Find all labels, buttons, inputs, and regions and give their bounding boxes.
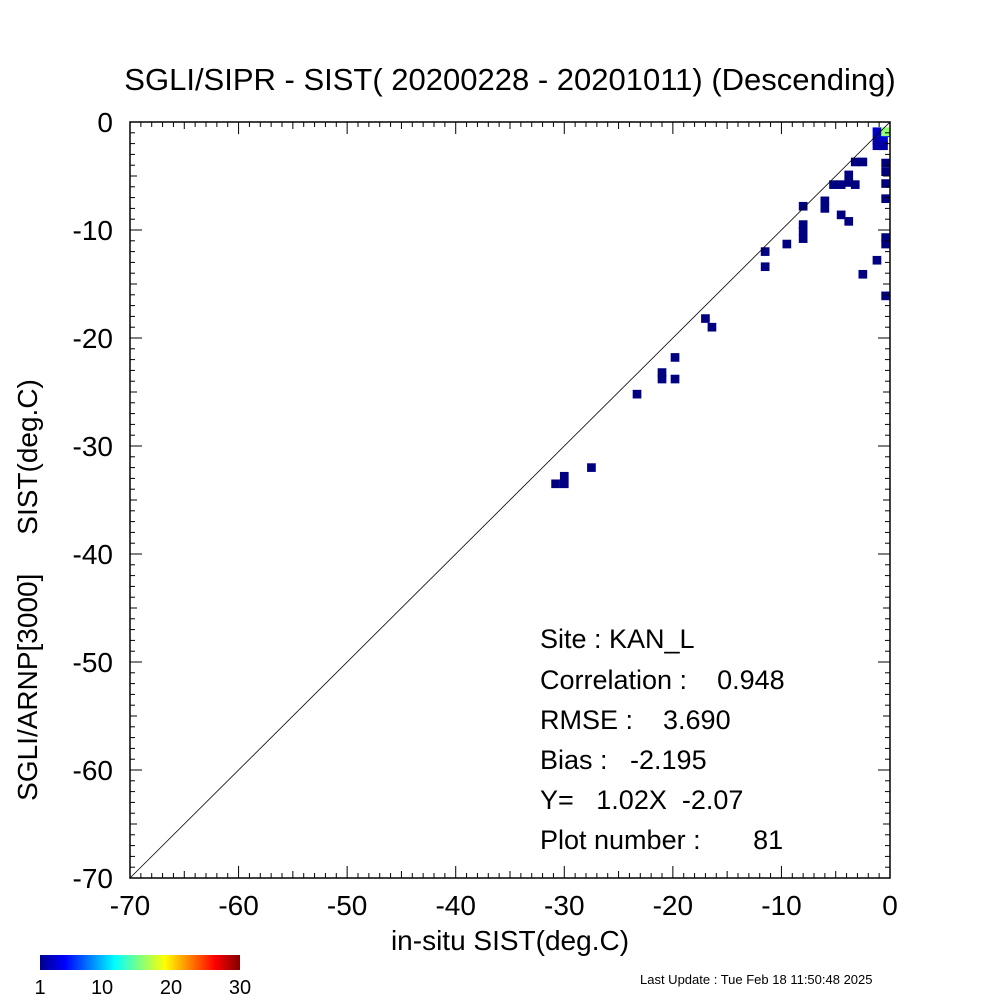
x-tick-label: -20 [653, 890, 693, 921]
heatmap-cell [881, 194, 890, 203]
y-tick-label: -70 [73, 863, 113, 894]
heatmap-cell [858, 269, 868, 279]
heatmap-cell [881, 179, 890, 188]
heatmap-cell [632, 389, 642, 399]
one-to-one-line [129, 121, 891, 879]
heatmap-cell [701, 314, 710, 323]
heatmap-cell [820, 204, 830, 213]
chart-title: SGLI/SIPR - SIST( 20200228 - 20201011) (… [124, 62, 895, 97]
heatmap-cell [836, 180, 846, 189]
heatmap-cell [881, 158, 890, 168]
y-tick-label: -30 [73, 431, 113, 462]
heatmap-cell [879, 136, 888, 145]
x-tick-label: -70 [110, 890, 150, 921]
colorbar-labels: 1 10 20 30 [34, 977, 251, 999]
x-tick-label: -40 [435, 890, 475, 921]
colorbar [40, 955, 240, 970]
heatmap-cell [559, 479, 569, 489]
y-axis-label: SGLI/ARNP[3000] SIST(deg.C) [12, 379, 43, 801]
stats-box: Site : KAN_L Correlation : 0.948 RMSE : … [540, 624, 785, 855]
heatmap-cell [872, 127, 882, 137]
x-tick-labels: -70 -60 -50 -40 -30 -20 -10 0 [110, 890, 898, 921]
heatmap-cell [782, 239, 792, 249]
heatmap-cell [872, 255, 882, 265]
heatmap-cell [587, 463, 596, 472]
heatmap-cell [657, 374, 667, 384]
heatmap-cell [881, 291, 890, 301]
stats-site: Site : KAN_L [540, 624, 695, 654]
heatmap-cell [829, 180, 838, 189]
heatmap-cell [798, 220, 808, 229]
heatmap-cell [798, 234, 808, 243]
heatmap-cell [798, 201, 808, 211]
colorbar-tick-label: 20 [160, 977, 182, 999]
x-tick-label: 0 [882, 890, 898, 921]
y-tick-labels: 0 -10 -20 -30 -40 -50 -60 -70 [73, 107, 113, 894]
stats-rmse: RMSE : 3.690 [540, 705, 731, 735]
heatmap-cell [670, 353, 680, 362]
heatmap-cell [881, 239, 890, 249]
heatmap-cell [844, 170, 854, 180]
stats-correlation: Correlation : 0.948 [540, 665, 785, 695]
heatmap-cell [879, 141, 888, 151]
heatmap-cells [551, 127, 890, 489]
heatmap-cell [850, 180, 860, 189]
y-tick-label: -50 [73, 647, 113, 678]
colorbar-tick-label: 1 [34, 977, 45, 999]
y-tick-label: -40 [73, 539, 113, 570]
stats-plot-number: Plot number : 81 [540, 825, 783, 855]
heatmap-cell [844, 178, 854, 187]
heatmap-cell [836, 210, 846, 220]
x-tick-label: -50 [327, 890, 367, 921]
stats-bias: Bias : -2.195 [540, 745, 707, 775]
x-tick-label: -10 [761, 890, 801, 921]
heatmap-cell [707, 322, 717, 332]
x-axis-label: in-situ SIST(deg.C) [391, 925, 629, 956]
heatmap-cell [858, 157, 868, 167]
axis-ticks [129, 121, 891, 879]
heatmap-cell [657, 368, 667, 377]
y-tick-label: 0 [97, 107, 113, 138]
y-tick-label: -60 [73, 755, 113, 786]
colorbar-tick-label: 10 [91, 977, 113, 999]
heatmap-cell [670, 374, 680, 384]
stats-regression: Y= 1.02X -2.07 [540, 785, 743, 815]
x-tick-label: -30 [544, 890, 584, 921]
heatmap-cell [798, 226, 808, 236]
last-update-text: Last Update : Tue Feb 18 11:50:48 2025 [640, 972, 873, 987]
heatmap-cell [881, 233, 890, 242]
heatmap-cell [559, 471, 569, 481]
y-tick-label: -10 [73, 215, 113, 246]
heatmap-cell [850, 157, 860, 167]
heatmap-cell [760, 262, 770, 272]
colorbar-tick-label: 30 [229, 977, 251, 999]
x-tick-label: -60 [218, 890, 258, 921]
heatmap-cell [820, 196, 830, 206]
heatmap-cell [872, 136, 882, 145]
heatmap-cell [844, 217, 854, 226]
heatmap-cell [881, 167, 890, 176]
heatmap-cell [872, 141, 882, 151]
y-tick-label: -20 [73, 323, 113, 354]
heatmap-cell [551, 479, 560, 489]
heatmap-cell [760, 247, 770, 256]
heatmap-cell [881, 127, 890, 137]
